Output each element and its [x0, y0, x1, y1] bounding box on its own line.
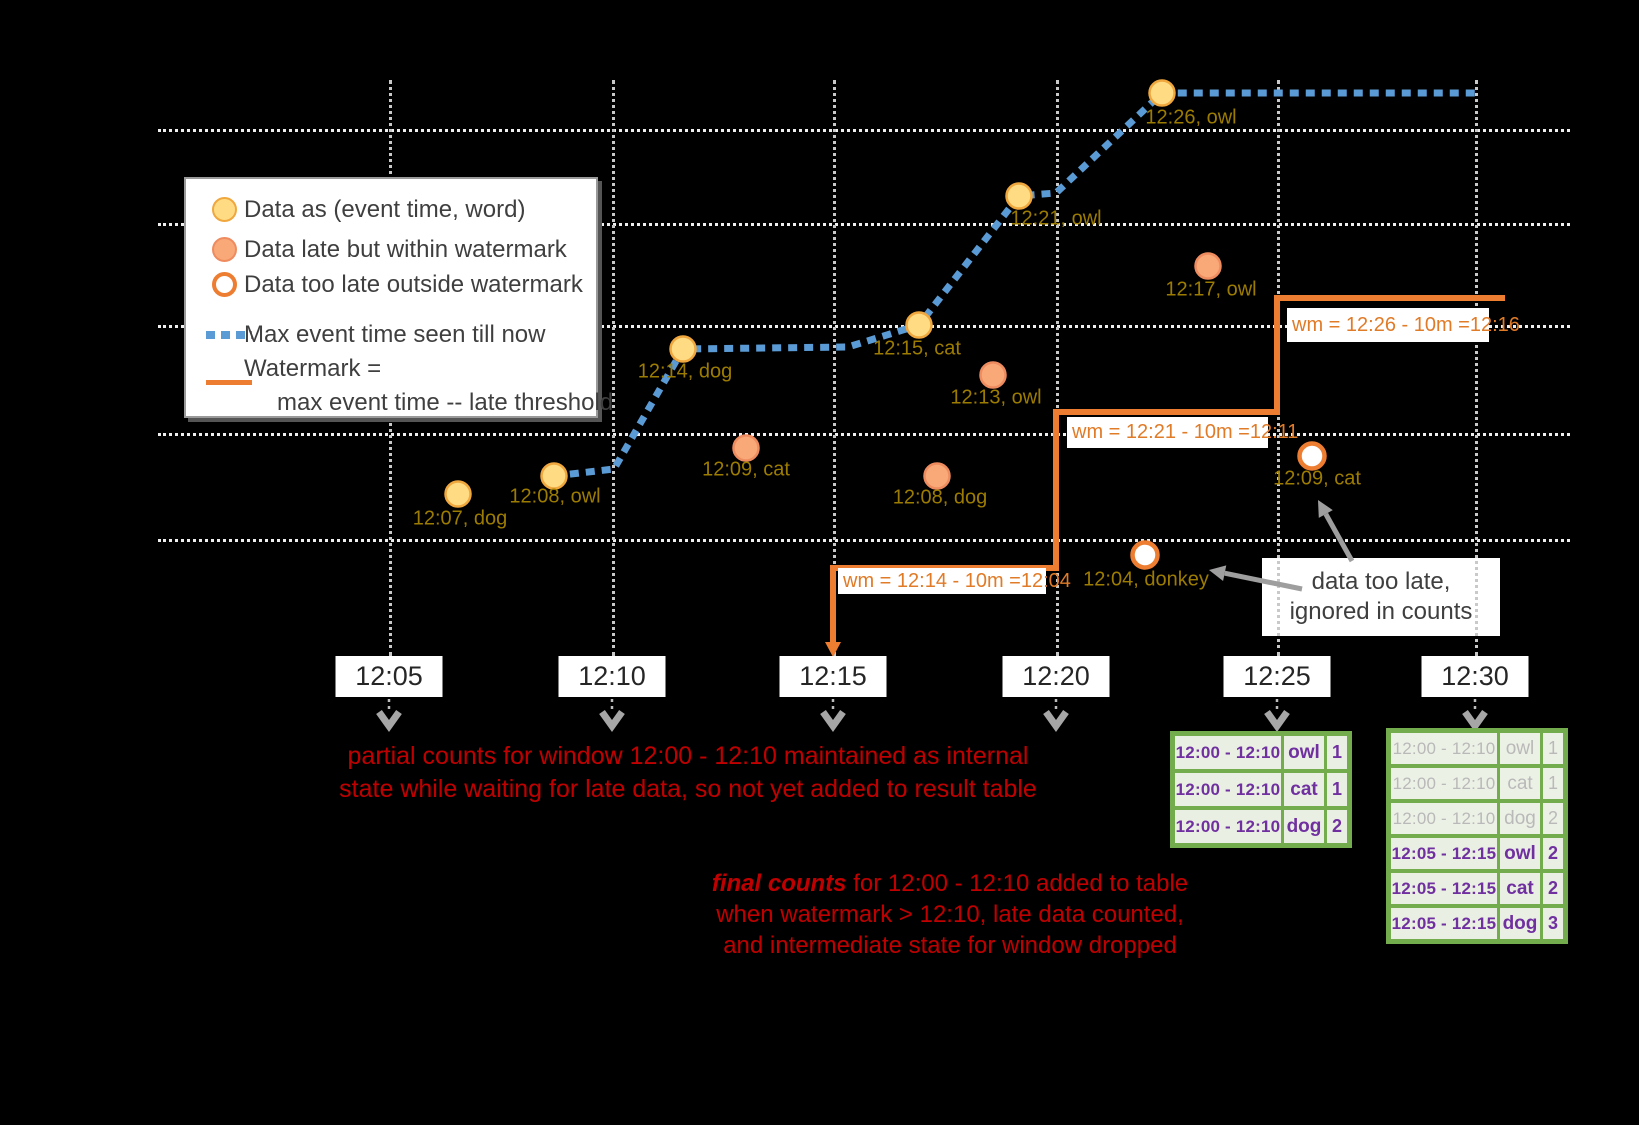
legend-watermark-line-icon	[206, 380, 252, 385]
gridline-vertical	[1056, 80, 1059, 656]
too-late-annotation-line1: data too late,	[1311, 568, 1451, 595]
data-point-on_time	[540, 462, 568, 490]
legend-item-late: Data late but within watermark	[244, 236, 567, 263]
legend-item-watermark-1: Watermark =	[244, 355, 382, 382]
data-point-on_time	[1148, 79, 1176, 107]
red-note-partial-line1: partial counts for window 12:00 - 12:10 …	[347, 742, 1029, 770]
tick-arrowhead-icon	[1043, 709, 1069, 733]
max-event-time-line	[553, 89, 1477, 480]
gridline-vertical	[1475, 80, 1478, 656]
watermark-line	[830, 295, 1505, 645]
gridline-vertical	[612, 80, 615, 656]
legend-on-time-circle-icon	[212, 197, 237, 222]
gridline-vertical	[833, 80, 836, 656]
gridline-horizontal	[158, 223, 1570, 226]
data-point-too_late	[1130, 540, 1160, 570]
gridline-horizontal	[158, 129, 1570, 132]
data-point-on_time	[669, 335, 697, 363]
tick-arrowhead-icon	[1462, 709, 1488, 733]
legend-item-data: Data as (event time, word)	[244, 196, 526, 223]
red-note-final-counts: final counts for 12:00 - 12:10 added to …	[690, 868, 1210, 961]
legend-item-max-line: Max event time seen till now	[244, 321, 546, 348]
red-note-partial-counts: partial counts for window 12:00 - 12:10 …	[288, 740, 1088, 806]
too-late-annotation: data too late, ignored in counts	[1262, 558, 1500, 636]
annotation-arrowhead-icon	[1318, 500, 1333, 518]
data-point-late	[923, 462, 951, 490]
data-point-on_time	[1005, 182, 1033, 210]
legend-item-too-late: Data too late outside watermark	[244, 271, 583, 298]
data-point-late	[732, 434, 760, 462]
too-late-annotation-line2: ignored in counts	[1289, 598, 1473, 625]
tick-arrowhead-icon	[376, 709, 402, 733]
annotation-arrowhead-icon	[1209, 565, 1227, 582]
tick-arrowhead-icon	[599, 709, 625, 733]
red-note-final-line3: and intermediate state for window droppe…	[723, 932, 1177, 959]
data-point-too_late	[1297, 441, 1327, 471]
tick-arrowhead-icon	[820, 709, 846, 733]
data-point-late	[979, 361, 1007, 389]
gridline-horizontal	[158, 433, 1570, 436]
tick-arrowhead-icon	[1264, 709, 1290, 733]
annotation-arrow	[1224, 570, 1303, 592]
legend-max-line-icon	[206, 331, 252, 339]
red-note-final-line1: final counts for 12:00 - 12:10 added to …	[690, 868, 1210, 899]
red-note-final-line1-rest: for 12:00 - 12:10 added to table	[846, 870, 1189, 897]
red-note-partial-line2: state while waiting for late data, so no…	[339, 775, 1037, 803]
red-note-final-lead: final counts	[711, 870, 847, 897]
annotation-arrow	[1323, 512, 1355, 563]
red-note-final-line2: when watermark > 12:10, late data counte…	[716, 901, 1184, 928]
legend-late-circle-icon	[212, 237, 237, 262]
gridline-horizontal	[158, 325, 1570, 328]
legend-box: Data as (event time, word) Data late but…	[184, 177, 613, 418]
gridline-horizontal	[158, 539, 1570, 542]
watermark-arrowhead-icon	[825, 642, 841, 657]
legend-too-late-circle-icon	[212, 272, 237, 297]
data-point-on_time	[905, 311, 933, 339]
data-point-late	[1194, 252, 1222, 280]
legend-item-watermark-2: max event time -- late threshold	[277, 389, 614, 416]
data-point-on_time	[444, 480, 472, 508]
